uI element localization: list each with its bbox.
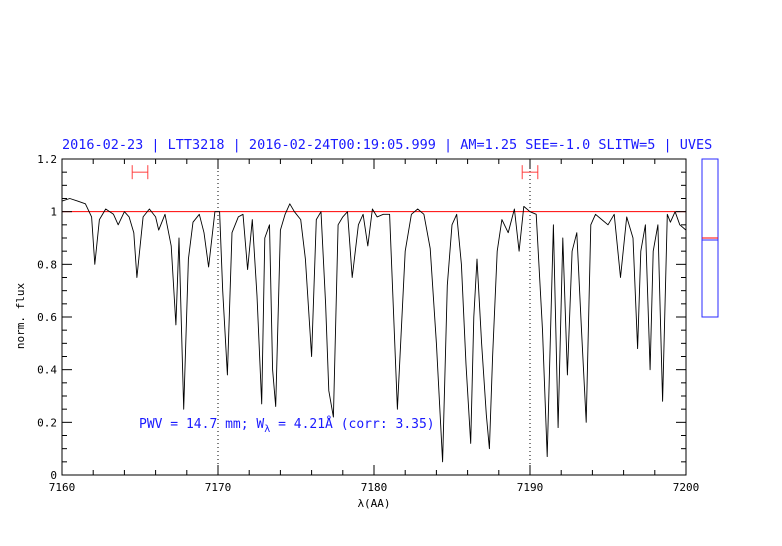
y-tick-label: 0.4 bbox=[37, 364, 57, 377]
chart-header: 2016-02-23 | LTT3218 | 2016-02-24T00:19:… bbox=[62, 137, 712, 153]
y-tick-label: 1.2 bbox=[37, 153, 57, 166]
continuum-window-0 bbox=[131, 165, 149, 180]
pwv-annotation: PWV = 14.7 mm; Wλ = 4.21Å (corr: 3.35) bbox=[139, 416, 435, 435]
y-tick-label: 0 bbox=[50, 469, 57, 482]
continuum-window-1 bbox=[521, 165, 539, 180]
y-tick-label: 0.8 bbox=[37, 258, 57, 271]
x-tick-label: 7180 bbox=[361, 481, 388, 494]
plot-area: 7160 7170 7180 7190 7200 0 0.2 0.4 0.6 0.8 1 1.2 bbox=[37, 153, 699, 494]
x-axis-title: λ(AA) bbox=[357, 497, 390, 510]
y-tick-label: 0.6 bbox=[37, 311, 57, 324]
y-tick-label: 1 bbox=[50, 206, 57, 219]
x-tick-label: 7160 bbox=[49, 481, 76, 494]
y-tick-label: 0.2 bbox=[37, 416, 57, 429]
inset-panel bbox=[701, 158, 719, 318]
spectrum-line bbox=[61, 198, 687, 463]
x-tick-label: 7190 bbox=[517, 481, 544, 494]
x-tick-label: 7200 bbox=[673, 481, 700, 494]
y-axis-title: norm. flux bbox=[14, 283, 27, 350]
x-tick-label: 7170 bbox=[205, 481, 232, 494]
